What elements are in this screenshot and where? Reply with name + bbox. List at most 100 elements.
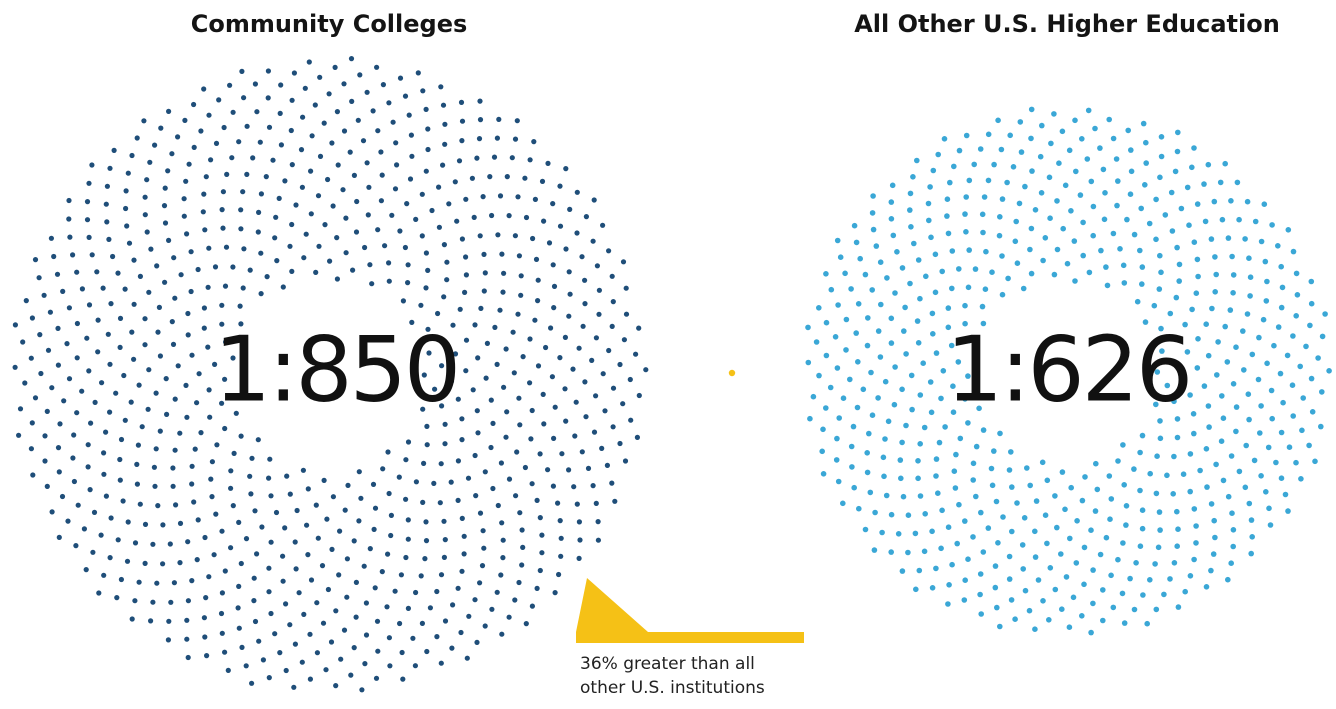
community-colleges-dot <box>65 518 71 524</box>
community-colleges-dot <box>29 420 35 426</box>
other-higher-ed-dot <box>899 439 905 446</box>
other-higher-ed-dot <box>972 266 979 272</box>
other-higher-ed-dot <box>935 151 941 158</box>
community-colleges-dot <box>509 155 515 161</box>
community-colleges-dot <box>535 298 541 304</box>
community-colleges-dot <box>222 425 228 432</box>
other-higher-ed-dot <box>1127 191 1134 197</box>
community-colleges-dot <box>323 667 329 673</box>
community-colleges-dot <box>556 571 562 578</box>
other-higher-ed-dot <box>1106 116 1112 123</box>
community-colleges-dot <box>84 335 90 341</box>
community-colleges-dot <box>55 325 61 331</box>
community-colleges-dot <box>537 451 543 457</box>
other-higher-ed-dot <box>1303 343 1309 350</box>
other-higher-ed-dot <box>1230 290 1236 296</box>
community-colleges-dot <box>349 98 355 104</box>
community-colleges-dot <box>195 517 201 523</box>
other-higher-ed-dot <box>1229 253 1235 260</box>
community-colleges-dot <box>237 303 243 309</box>
community-colleges-dot <box>397 620 403 627</box>
community-colleges-dot <box>472 597 478 603</box>
community-colleges-dot <box>266 475 272 481</box>
community-colleges-dot <box>296 590 302 596</box>
community-colleges-dot <box>450 602 456 608</box>
other-higher-ed-dot <box>1098 247 1104 254</box>
community-colleges-dot <box>44 483 50 489</box>
other-higher-ed-dot <box>1241 367 1247 373</box>
community-colleges-dot <box>369 281 375 287</box>
community-colleges-dot <box>361 563 367 569</box>
community-colleges-dot <box>442 441 448 447</box>
other-higher-ed-dot <box>961 597 968 603</box>
community-colleges-dot <box>461 551 467 557</box>
community-colleges-dot <box>273 509 280 516</box>
other-higher-ed-dot <box>894 249 900 255</box>
community-colleges-dot <box>343 215 349 221</box>
other-higher-ed-dot <box>1277 370 1284 377</box>
other-higher-ed-dot <box>1233 428 1239 435</box>
community-colleges-dot <box>582 379 588 385</box>
community-colleges-dot <box>152 483 158 489</box>
other-higher-ed-dot <box>1068 484 1074 491</box>
community-colleges-dot <box>189 352 195 358</box>
community-colleges-dot <box>579 254 585 260</box>
other-higher-ed-dot <box>860 386 867 393</box>
community-colleges-dot <box>527 336 533 342</box>
other-higher-ed-dot <box>888 216 895 222</box>
community-colleges-dot <box>284 473 290 479</box>
other-higher-ed-dot <box>1219 393 1225 399</box>
other-higher-ed-dot <box>850 423 857 430</box>
other-higher-ed-dot <box>888 315 895 322</box>
community-colleges-dot <box>320 620 327 626</box>
community-colleges-dot <box>55 445 62 451</box>
community-colleges-dot <box>79 388 85 394</box>
community-colleges-dot <box>367 262 373 268</box>
community-colleges-dot <box>79 286 85 292</box>
community-colleges-dot <box>490 420 496 426</box>
other-higher-ed-dot <box>914 157 920 164</box>
other-higher-ed-dot <box>1159 348 1165 354</box>
other-higher-ed-dot <box>1167 576 1173 582</box>
community-colleges-dot <box>235 605 241 611</box>
community-colleges-dot <box>441 294 447 300</box>
other-higher-ed-dot <box>1143 139 1149 146</box>
community-colleges-dot <box>47 309 54 315</box>
community-colleges-dot <box>95 317 101 323</box>
other-higher-ed-dot <box>1184 349 1191 355</box>
community-colleges-dot <box>148 246 154 252</box>
other-higher-ed-dot <box>1213 461 1219 468</box>
other-higher-ed-dot <box>1100 617 1106 624</box>
community-colleges-dot <box>276 195 282 201</box>
community-colleges-dot <box>169 151 175 157</box>
other-higher-ed-dot <box>834 237 841 244</box>
community-colleges-dot <box>392 186 399 192</box>
community-colleges-dot <box>541 421 547 427</box>
community-colleges-dot <box>247 473 253 479</box>
community-colleges-dot <box>172 396 178 402</box>
other-higher-ed-dot <box>1275 243 1281 249</box>
other-higher-ed-dot <box>1189 306 1195 313</box>
community-colleges-dot <box>28 446 34 452</box>
other-higher-ed-dot <box>1245 391 1252 398</box>
community-colleges-dot <box>350 267 356 273</box>
community-colleges-dot <box>591 197 597 203</box>
other-higher-ed-dot <box>1187 488 1193 495</box>
community-colleges-dot <box>534 585 540 592</box>
other-higher-ed-dot <box>1072 117 1078 124</box>
community-colleges-dot <box>343 250 349 256</box>
community-colleges-dot <box>12 322 18 328</box>
other-higher-ed-dot <box>903 351 909 357</box>
other-higher-ed-dot <box>1056 160 1062 166</box>
other-higher-ed-dot <box>875 395 881 401</box>
community-colleges-dot <box>221 124 227 131</box>
other-higher-ed-dot <box>1278 429 1285 436</box>
other-higher-ed-dot <box>903 422 909 429</box>
community-colleges-dot <box>128 399 134 405</box>
other-higher-ed-dot <box>820 471 827 477</box>
other-higher-ed-dot <box>938 545 944 552</box>
community-colleges-dot <box>595 537 602 543</box>
community-colleges-dot <box>99 380 105 386</box>
community-colleges-dot <box>477 510 484 516</box>
community-colleges-dot <box>265 68 271 74</box>
